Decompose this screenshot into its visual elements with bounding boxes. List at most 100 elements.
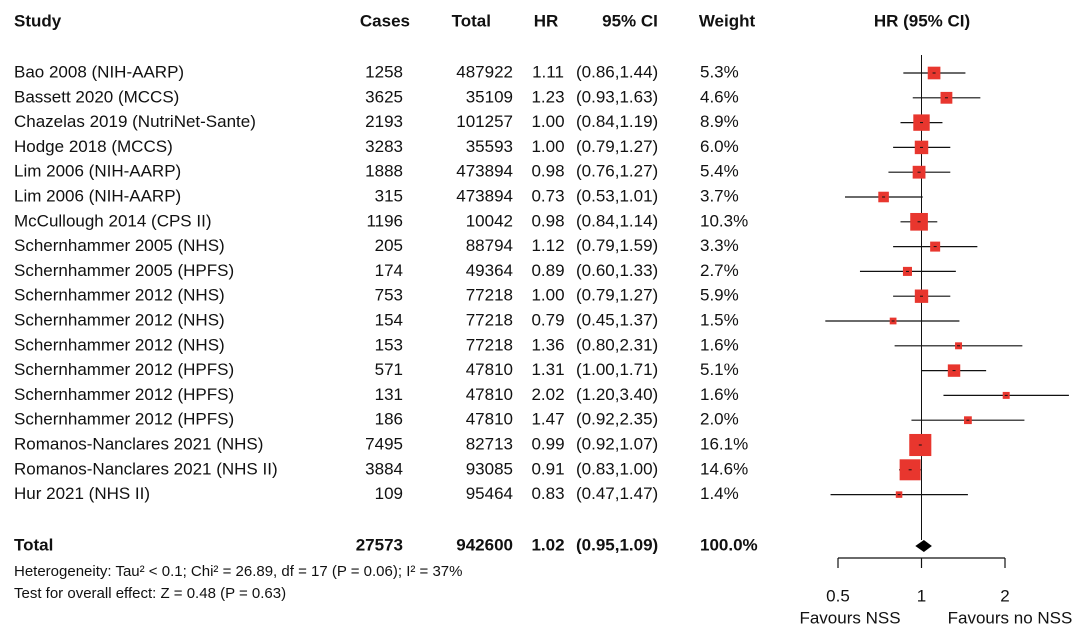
total: 487922 (456, 62, 513, 81)
weight: 100.0% (700, 535, 758, 554)
cases: 174 (375, 261, 403, 280)
hr: 1.00 (531, 286, 564, 305)
study: Romanos-Nanclares 2021 (NHS II) (14, 459, 278, 478)
total: 10042 (466, 211, 513, 230)
total: 93085 (466, 459, 513, 478)
ci: (0.86,1.44) (576, 62, 658, 81)
cases: 154 (375, 310, 403, 329)
weight: 5.1% (700, 360, 739, 379)
cases: 205 (375, 236, 403, 255)
total: 942600 (456, 535, 513, 554)
cases: 7495 (365, 434, 403, 453)
study: Chazelas 2019 (NutriNet-Sante) (14, 112, 256, 131)
total: 77218 (466, 286, 513, 305)
cases: 1196 (366, 211, 403, 230)
ci: (1.20,3.40) (576, 385, 658, 404)
ci: (0.95,1.09) (576, 535, 658, 554)
study: Schernhammer 2005 (NHS) (14, 236, 225, 255)
ci: (0.93,1.63) (576, 87, 658, 106)
total: 77218 (466, 335, 513, 354)
cases: 1258 (365, 62, 403, 81)
weight: 1.5% (700, 310, 739, 329)
hr: 1.47 (531, 410, 564, 429)
header-ci: 95% CI (602, 11, 658, 30)
total: 77218 (466, 310, 513, 329)
header-plot: HR (95% CI) (874, 11, 970, 30)
study: Total (14, 535, 53, 554)
header-study: Study (14, 11, 62, 30)
ci: (0.92,1.07) (576, 434, 658, 453)
study: McCullough 2014 (CPS II) (14, 211, 211, 230)
weight: 5.3% (700, 62, 739, 81)
cases: 3625 (365, 87, 403, 106)
total: 473894 (456, 186, 513, 205)
study: Romanos-Nanclares 2021 (NHS) (14, 434, 263, 453)
weight: 6.0% (700, 137, 739, 156)
hr: 0.73 (531, 186, 564, 205)
cases: 2193 (365, 112, 403, 131)
hr: 1.12 (531, 236, 564, 255)
total: 35593 (466, 137, 513, 156)
total: 88794 (466, 236, 513, 255)
hr: 1.00 (531, 112, 564, 131)
hr: 0.79 (531, 310, 564, 329)
weight: 3.3% (700, 236, 739, 255)
ci: (0.45,1.37) (576, 310, 658, 329)
study: Bao 2008 (NIH-AARP) (14, 62, 184, 81)
total: 101257 (456, 112, 513, 131)
ci: (0.92,2.35) (576, 410, 658, 429)
hr: 1.02 (531, 535, 564, 554)
weight: 10.3% (700, 211, 748, 230)
study: Bassett 2020 (MCCS) (14, 87, 179, 106)
total: 95464 (466, 484, 513, 503)
ci: (0.53,1.01) (576, 186, 658, 205)
weight: 2.0% (700, 410, 739, 429)
cases: 571 (375, 360, 403, 379)
study: Schernhammer 2005 (HPFS) (14, 261, 234, 280)
cases: 109 (375, 484, 403, 503)
total: 35109 (466, 87, 513, 106)
header-weight: Weight (699, 11, 756, 30)
hr: 0.89 (531, 261, 564, 280)
ci: (0.84,1.14) (576, 211, 658, 230)
ci: (0.79,1.27) (576, 286, 658, 305)
study: Schernhammer 2012 (NHS) (14, 310, 225, 329)
header-total: Total (452, 11, 491, 30)
x-tick-label: 2 (1000, 586, 1009, 605)
study: Hur 2021 (NHS II) (14, 484, 150, 503)
total: 47810 (466, 385, 513, 404)
hr: 1.36 (531, 335, 564, 354)
hr: 0.99 (531, 434, 564, 453)
cases: 153 (375, 335, 403, 354)
ci: (0.60,1.33) (576, 261, 658, 280)
hr: 2.02 (531, 385, 564, 404)
weight: 1.6% (700, 385, 739, 404)
overall-diamond (915, 540, 932, 552)
weight: 5.9% (700, 286, 739, 305)
total: 49364 (466, 261, 513, 280)
ci: (0.80,2.31) (576, 335, 658, 354)
study: Schernhammer 2012 (HPFS) (14, 410, 234, 429)
total: 82713 (466, 434, 513, 453)
hr: 0.83 (531, 484, 564, 503)
hr: 1.00 (531, 137, 564, 156)
ci: (0.83,1.00) (576, 459, 658, 478)
ci: (0.84,1.19) (576, 112, 658, 131)
cases: 3283 (365, 137, 403, 156)
ci: (0.79,1.59) (576, 236, 658, 255)
cases: 753 (375, 286, 403, 305)
weight: 2.7% (700, 261, 739, 280)
weight: 1.4% (700, 484, 739, 503)
weight: 5.4% (700, 162, 739, 181)
heterogeneity: Heterogeneity: Tau² < 0.1; Chi² = 26.89,… (14, 563, 462, 580)
ci: (0.76,1.27) (576, 162, 658, 181)
weight: 1.6% (700, 335, 739, 354)
total: 47810 (466, 360, 513, 379)
total: 47810 (466, 410, 513, 429)
cases: 3884 (365, 459, 403, 478)
weight: 16.1% (700, 434, 748, 453)
study: Lim 2006 (NIH-AARP) (14, 162, 181, 181)
x-tick-label: 1 (917, 586, 926, 605)
study: Schernhammer 2012 (NHS) (14, 335, 225, 354)
cases: 315 (375, 186, 403, 205)
